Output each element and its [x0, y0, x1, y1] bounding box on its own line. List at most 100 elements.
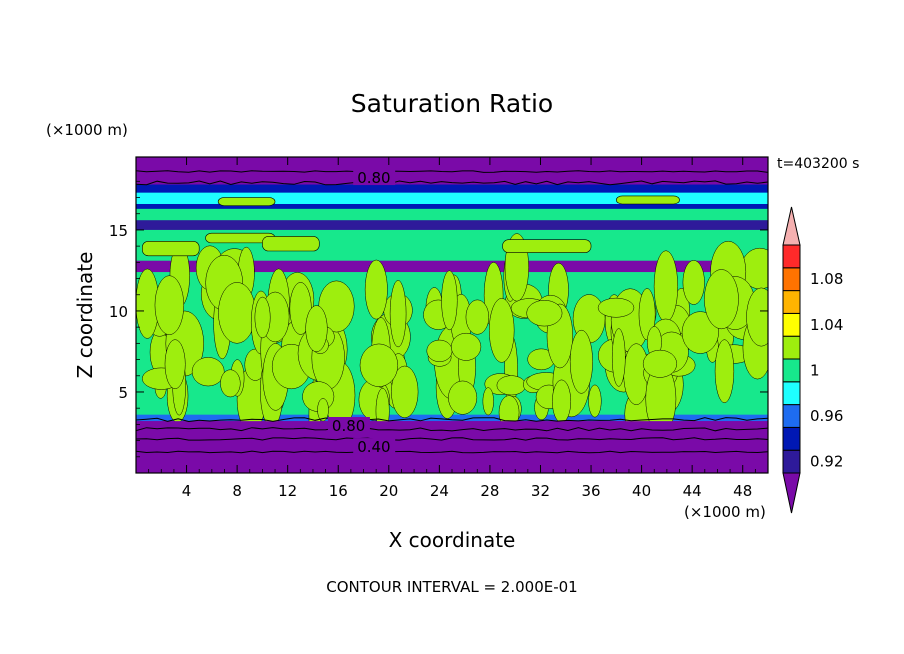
saturation-field — [136, 157, 768, 473]
contour-line-5 — [136, 450, 768, 454]
field-band-lower-edge — [136, 414, 768, 422]
colorbar-label-3: 1.04 — [810, 316, 843, 334]
field-blob-123 — [597, 297, 635, 318]
colorbar-swatch-4 — [782, 358, 801, 383]
field-blob-82 — [426, 339, 453, 362]
colorbar-swatch-6 — [782, 312, 801, 337]
field-blob-159 — [142, 240, 200, 257]
x-axis-ticks: 4 8 12 16 20 24 28 32 36 40 44 48 — [148, 157, 756, 500]
x-tick-label-40: 40 — [632, 482, 651, 500]
contour-lines — [136, 170, 768, 454]
x-tick-label-24: 24 — [430, 482, 449, 500]
x-tick-label-20: 20 — [379, 482, 398, 500]
x-tick-label-12: 12 — [278, 482, 297, 500]
field-blob-152 — [704, 269, 739, 330]
field-band-upper-cyan — [136, 192, 768, 204]
field-blob-158 — [616, 195, 680, 205]
colorbar-label-0: 0.92 — [810, 453, 843, 471]
colorbar-high-arrow — [782, 206, 801, 246]
field-blob-156 — [502, 239, 592, 253]
x-tick-label-48: 48 — [733, 482, 752, 500]
time-label: t=403200 s — [777, 156, 859, 172]
x-tick-label-28: 28 — [480, 482, 499, 500]
field-blob-95 — [482, 387, 494, 416]
field-blob-67 — [364, 259, 388, 320]
colorbar-label-1: 0.96 — [810, 407, 843, 425]
colorbar-swatch-7 — [782, 290, 801, 314]
field-blob-125 — [611, 328, 626, 387]
field-band-lower-dry — [136, 421, 768, 473]
field-blob-55 — [305, 305, 328, 353]
field-blob-134 — [653, 250, 678, 323]
field-blob-26 — [218, 282, 256, 344]
field-blob-92 — [465, 299, 490, 335]
field-blob-90 — [488, 298, 515, 363]
colorbar-swatch-1 — [782, 426, 801, 451]
y-unit-label: (×1000 m) — [46, 121, 128, 139]
contour-label-2: 0.40 — [357, 438, 390, 456]
contour-line-3 — [136, 427, 768, 432]
field-blob-66 — [359, 343, 399, 387]
y-axis-label: Z coordinate — [73, 252, 97, 379]
field-blob-81 — [448, 380, 478, 415]
contour-label-bg-1 — [327, 417, 370, 434]
field-blob-93 — [496, 375, 526, 396]
colorbar-swatch-5 — [782, 335, 801, 360]
y-axis-ticks: 5 10 15 — [109, 180, 768, 458]
field-blob-155 — [262, 236, 320, 252]
field-blob-19 — [191, 357, 225, 387]
colorbar-low-arrow — [782, 472, 801, 514]
colorbar-label-2: 1 — [810, 361, 820, 379]
field-blob-139 — [642, 349, 678, 378]
field-blob-10 — [164, 339, 186, 390]
contour-label-bg-0 — [353, 169, 396, 186]
x-tick-label-4: 4 — [182, 482, 192, 500]
x-tick-label-32: 32 — [531, 482, 550, 500]
contour-interval-footer: CONTOUR INTERVAL = 2.000E-01 — [326, 578, 577, 596]
colorbar-swatch-2 — [782, 404, 801, 428]
field-blob-64 — [391, 365, 419, 418]
field-blob-149 — [714, 339, 735, 404]
field-blob-80 — [441, 270, 458, 331]
colorbar-swatch-3 — [782, 381, 801, 406]
field-blob-147 — [682, 260, 705, 305]
field-blob-124 — [638, 288, 656, 341]
field-blob-41 — [254, 296, 271, 339]
colorbar-swatch-8 — [782, 267, 801, 292]
colorbar: 0.92 0.96 1 1.04 1.08 — [782, 206, 843, 514]
field-blob-146 — [681, 311, 719, 354]
field-blob-111 — [569, 329, 593, 394]
colorbar-label-4: 1.08 — [810, 270, 843, 288]
field-blob-109 — [526, 300, 563, 327]
chart-title: Saturation Ratio — [351, 89, 553, 118]
field-blob-27 — [220, 369, 241, 398]
x-tick-label-44: 44 — [683, 482, 702, 500]
y-tick-label-5: 5 — [118, 384, 128, 402]
field-band-dry-layer — [136, 260, 768, 273]
contour-line-4 — [136, 437, 768, 441]
field-blob-68 — [389, 280, 407, 348]
x-tick-label-36: 36 — [581, 482, 600, 500]
x-tick-label-16: 16 — [329, 482, 348, 500]
field-blob-153 — [746, 287, 768, 347]
y-tick-label-10: 10 — [109, 303, 128, 321]
x-axis-label: X coordinate — [389, 528, 516, 552]
contour-line-0 — [136, 170, 768, 173]
field-blob-108 — [552, 379, 572, 423]
field-blob-157 — [217, 197, 276, 206]
x-tick-label-8: 8 — [232, 482, 242, 500]
field-band-dark-layer — [136, 220, 768, 230]
contour-line-1 — [136, 180, 768, 186]
contour-label-0: 0.80 — [357, 169, 390, 187]
field-blob-83 — [451, 332, 482, 361]
x-unit-label: (×1000 m) — [684, 503, 766, 521]
field-blob-13 — [154, 275, 185, 335]
contour-label-bg-2 — [353, 438, 396, 455]
contour-line-2 — [136, 417, 768, 423]
field-blob-98 — [588, 384, 602, 418]
contour-label-1: 0.80 — [332, 417, 365, 435]
y-tick-label-15: 15 — [109, 222, 128, 240]
colorbar-swatch-0 — [782, 449, 801, 474]
colorbar-swatch-9 — [782, 244, 801, 269]
